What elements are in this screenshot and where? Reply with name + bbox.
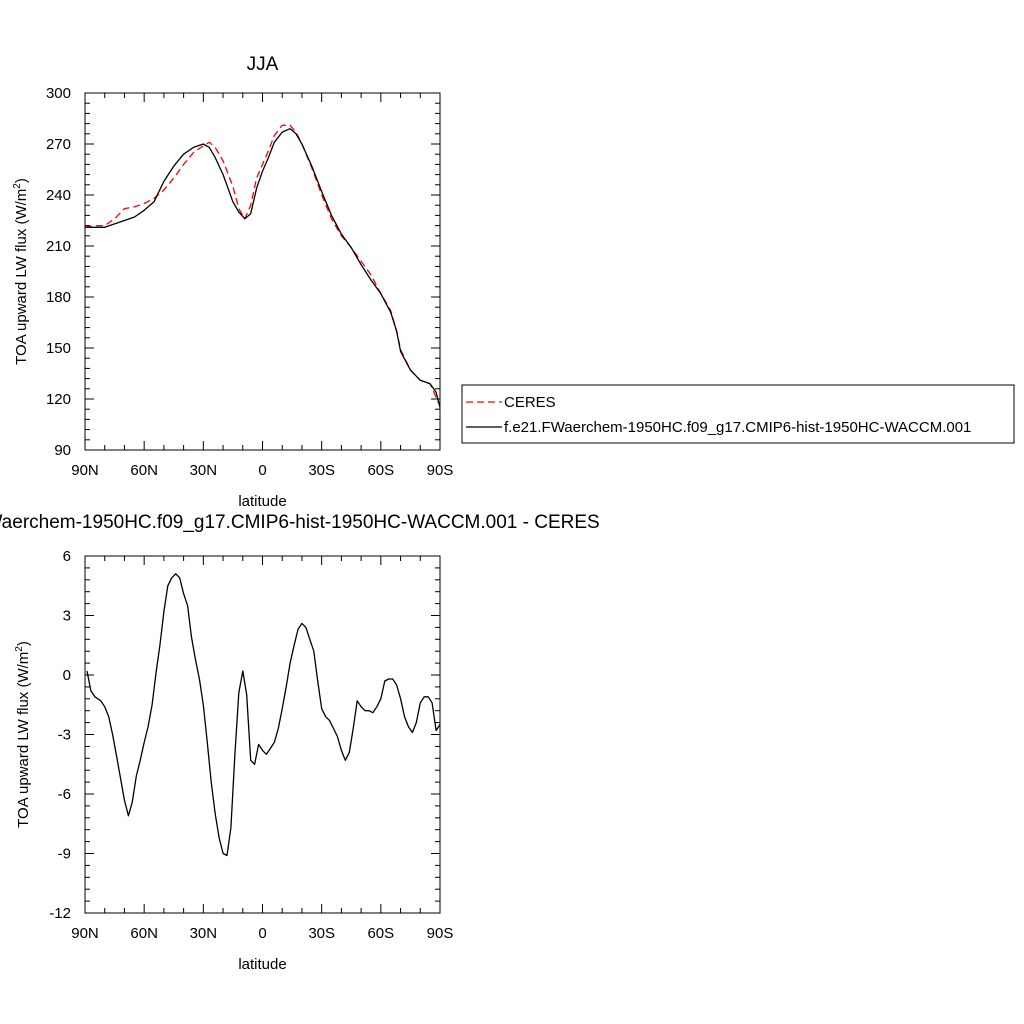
y-tick-label: -6	[58, 786, 71, 803]
x-tick-label: 30N	[190, 925, 218, 942]
x-tick-label: 60S	[367, 462, 394, 479]
legend-box	[461, 384, 1015, 444]
y-tick-label: 150	[46, 340, 71, 357]
y-tick-label: 6	[63, 548, 71, 565]
y-tick-label: 210	[46, 238, 71, 255]
x-tick-label: 90N	[71, 925, 99, 942]
x-tick-label: 60N	[130, 925, 158, 942]
x-tick-label: 90S	[427, 462, 454, 479]
y-axis-label-close: )	[15, 641, 32, 646]
x-tick-label: 30N	[190, 462, 218, 479]
y-tick-label: -12	[49, 905, 71, 922]
y-axis-label-main: TOA upward LW flux (W/m	[13, 189, 30, 365]
y-tick-label: -9	[58, 846, 71, 863]
x-axis-label: latitude	[238, 493, 286, 510]
y-tick-label: 240	[46, 187, 71, 204]
y-tick-label: 0	[63, 667, 71, 684]
chart-title: JJA	[247, 54, 279, 75]
y-tick-label: -3	[58, 727, 71, 744]
y-axis-label-superscript: 2	[14, 646, 25, 652]
x-tick-label: 30S	[308, 925, 335, 942]
series-line-model	[86, 573, 441, 857]
y-axis-label-main: TOA upward LW flux (W/m	[15, 652, 32, 828]
x-tick-label: 60N	[130, 462, 158, 479]
y-tick-label: 300	[46, 85, 71, 102]
y-axis-label-close: )	[13, 178, 30, 183]
plot-frame	[84, 555, 441, 914]
legend-label: f.e21.FWaerchem-1950HC.f09_g17.CMIP6-his…	[504, 419, 971, 436]
y-axis-label-superscript: 2	[12, 183, 23, 189]
y-tick-label: 90	[54, 442, 71, 459]
x-tick-label: 0	[258, 925, 266, 942]
plot-frame	[84, 92, 441, 451]
series-line-ceres	[84, 124, 441, 407]
y-tick-label: 270	[46, 136, 71, 153]
chart-title: f.e21.FWaerchem-1950HC.f09_g17.CMIP6-his…	[0, 512, 600, 533]
x-tick-label: 0	[258, 462, 266, 479]
y-axis-label: TOA upward LW flux (W/m2)	[12, 178, 30, 365]
bottom-chart-panel: f.e21.FWaerchem-1950HC.f09_g17.CMIP6-his…	[0, 512, 600, 973]
x-tick-label: 90S	[427, 925, 454, 942]
x-tick-label: 90N	[71, 462, 99, 479]
x-tick-label: 30S	[308, 462, 335, 479]
y-tick-label: 3	[63, 608, 71, 625]
legend-label: CERES	[504, 394, 556, 411]
x-tick-label: 60S	[367, 925, 394, 942]
y-axis-label: TOA upward LW flux (W/m2)	[14, 641, 32, 828]
x-axis-label: latitude	[238, 956, 286, 973]
top-chart-panel: JJA 90N 60N 30N 0 30S 60S 90S 300 270 240 210 180 150…	[12, 54, 453, 510]
series-line-model	[85, 128, 441, 408]
y-tick-label: 120	[46, 391, 71, 408]
y-tick-label: 180	[46, 289, 71, 306]
legend: CERES f.e21.FWaerchem-1950HC.f09_g17.CMIP…	[461, 384, 1015, 444]
